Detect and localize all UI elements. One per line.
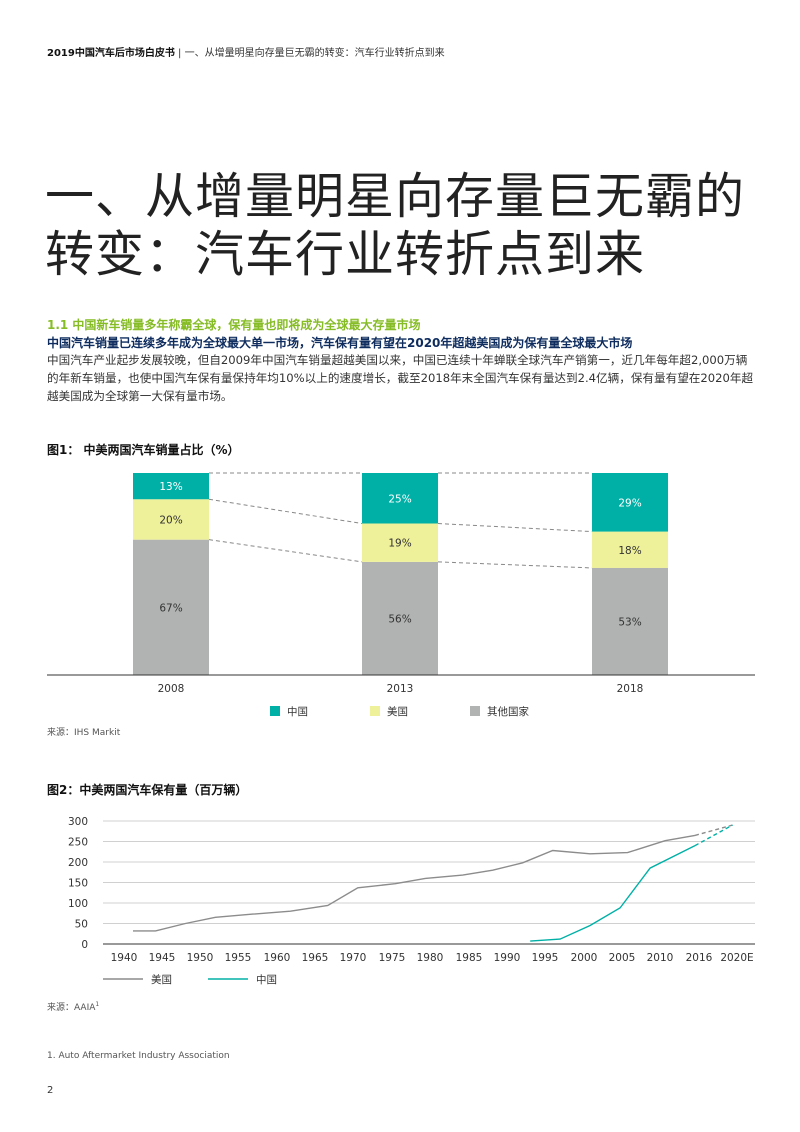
bar-2018-0	[592, 473, 668, 532]
data-label-2018-1: 18%	[618, 545, 641, 557]
connector-china-us-0	[208, 498, 363, 524]
x-tick-label-1995: 1995	[532, 952, 559, 964]
bar-2018-2	[592, 567, 668, 675]
x-tick-label-2016: 2016	[686, 952, 713, 964]
figure2-source-footnote-ref: 1	[95, 1001, 100, 1008]
legend-label-1: 美国	[387, 705, 408, 718]
bar-2008-1	[133, 499, 209, 540]
header-doc-title: 2019中国汽车后市场白皮书	[47, 48, 175, 59]
x-tick-label-1950: 1950	[187, 952, 214, 964]
section-heading: 1.1 中国新车销量多年称霸全球，保有量也即将成为全球最大存量市场	[47, 318, 421, 332]
y-tick-label-50: 50	[75, 919, 88, 931]
connector-us-other-0	[208, 539, 363, 563]
figure1-source: 来源：IHS Markit	[47, 728, 121, 738]
body-paragraph: 中国汽车产业起步发展较晚，但自2009年中国汽车销量超越美国以来，中国已连续十年…	[47, 353, 754, 403]
x-tick-label-1960: 1960	[264, 952, 291, 964]
series-line-1	[694, 824, 733, 837]
figure2-title: 图2：中美两国汽车保有量（百万辆）	[47, 783, 248, 797]
x-tick-label-2010: 2010	[647, 952, 674, 964]
series-line-0	[133, 834, 696, 932]
figure1-chart: 67% 20% 13% 2008 56% 19% 25% 2013 53% 18% 29% 2018 中…	[47, 472, 755, 718]
x-tick-label-1955: 1955	[225, 952, 252, 964]
x-tick-label-2008: 2008	[158, 683, 185, 695]
y-tick-label-300: 300	[68, 816, 88, 828]
figure1-title: 图1： 中美两国汽车销量占比（%）	[47, 443, 240, 457]
page-title-line2: 转变：汽车行业转折点到来	[45, 226, 646, 283]
data-label-2008-2: 67%	[159, 602, 182, 614]
connector-us-other-1	[437, 561, 593, 569]
page-number: 2	[47, 1085, 54, 1096]
x-tick-label-1990: 1990	[494, 952, 521, 964]
bar-2013-1	[362, 523, 438, 562]
x-tick-label-1985: 1985	[456, 952, 483, 964]
connector-china-us-1	[437, 523, 593, 533]
x-tick-label-1980: 1980	[417, 952, 444, 964]
figure2-chart: 0 50 100 150 200 250 300 1940 1945 1950 1955 1960 19…	[68, 816, 755, 986]
x-tick-label-1965: 1965	[302, 952, 329, 964]
header-separator: |	[178, 48, 182, 59]
data-label-2013-1: 19%	[388, 538, 411, 550]
data-label-2013-2: 56%	[388, 613, 411, 625]
legend-swatch-2	[470, 706, 480, 716]
y-tick-label-100: 100	[68, 898, 88, 910]
sub-heading: 中国汽车销量已连续多年成为全球最大单一市场，汽车保有量有望在2020年超越美国成…	[47, 336, 633, 350]
bar-2013-0	[362, 473, 438, 524]
series-line-3	[694, 824, 733, 847]
x-tick-label-1975: 1975	[379, 952, 406, 964]
data-label-2018-2: 53%	[618, 616, 641, 628]
data-label-2018-0: 29%	[618, 497, 641, 509]
x-tick-label-2005: 2005	[609, 952, 636, 964]
bar-2008-2	[133, 539, 209, 675]
figure2-source: 来源：AAIA1	[47, 1000, 99, 1013]
legend-swatch-0	[270, 706, 280, 716]
x-tick-label-2013: 2013	[387, 683, 414, 695]
x-tick-label-2018: 2018	[617, 683, 644, 695]
x-tick-label-2020E: 2020E	[720, 952, 753, 964]
x-tick-label-1945: 1945	[149, 952, 176, 964]
x-tick-label-1970: 1970	[340, 952, 367, 964]
header-section: 一、从增量明星向存量巨无霸的转变：汽车行业转折点到来	[184, 48, 445, 59]
y-tick-label-150: 150	[68, 878, 88, 890]
legend-label-0: 美国	[151, 973, 172, 986]
data-label-2008-0: 13%	[159, 481, 182, 493]
page-title-line1: 一、从增量明星向存量巨无霸的	[45, 168, 746, 225]
data-label-2008-1: 20%	[159, 514, 182, 526]
bar-2008-0	[133, 473, 209, 500]
legend-label-2: 其他国家	[487, 705, 529, 718]
x-tick-label-1940: 1940	[111, 952, 138, 964]
bar-2018-1	[592, 531, 668, 568]
data-label-2013-0: 25%	[388, 493, 411, 505]
running-header: 2019中国汽车后市场白皮书 | 一、从增量明星向存量巨无霸的转变：汽车行业转折…	[47, 44, 445, 59]
y-tick-label-250: 250	[68, 837, 88, 849]
bar-2013-2	[362, 561, 438, 675]
legend-label-1: 中国	[256, 973, 277, 986]
x-tick-label-2000: 2000	[571, 952, 598, 964]
series-line-2	[530, 844, 696, 942]
figure2-source-text: 来源：AAIA	[47, 1003, 96, 1013]
page-title: 一、从增量明星向存量巨无霸的 转变：汽车行业转折点到来	[45, 168, 745, 284]
legend-label-0: 中国	[287, 705, 308, 718]
y-tick-label-0: 0	[81, 939, 88, 951]
footnote: 1. Auto Aftermarket Industry Association	[47, 1051, 230, 1061]
legend-swatch-1	[370, 706, 380, 716]
y-tick-label-200: 200	[68, 857, 88, 869]
